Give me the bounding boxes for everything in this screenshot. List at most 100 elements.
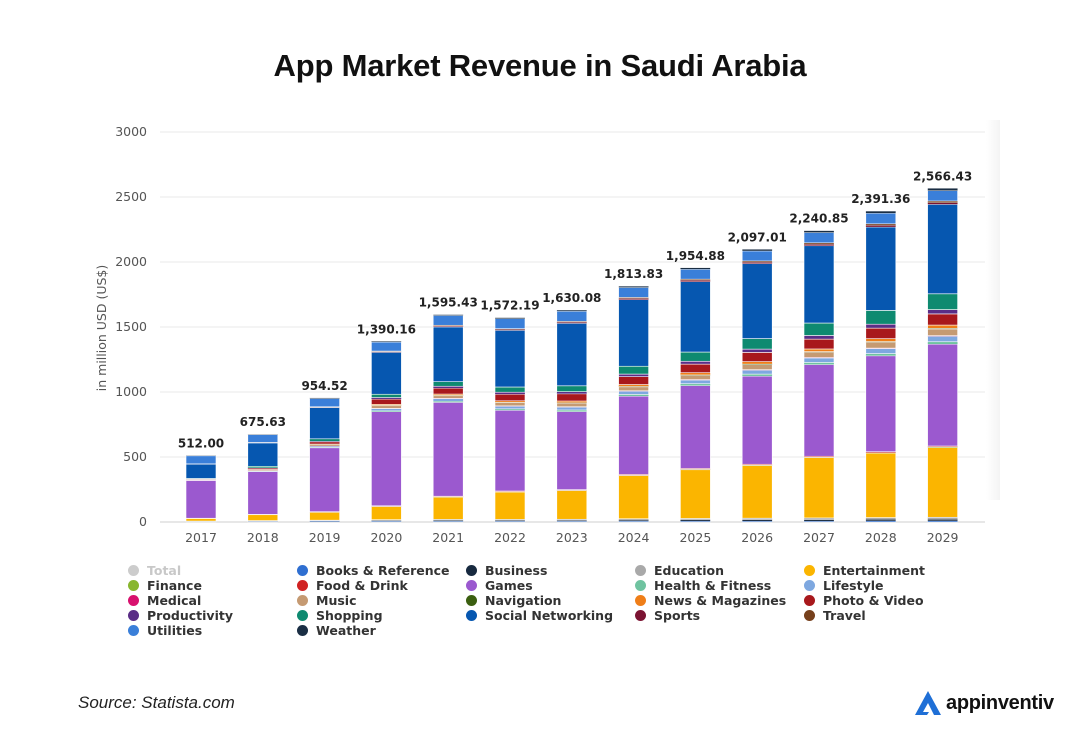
bar-segment-weather[interactable]	[927, 188, 958, 191]
bar-segment-photo-video[interactable]	[803, 338, 835, 350]
bar-segment-games[interactable]	[741, 375, 773, 465]
bar-segment-utilities[interactable]	[494, 318, 526, 329]
bar-segment-weather[interactable]	[556, 309, 587, 312]
bar-segment-games[interactable]	[618, 395, 649, 475]
legend-item[interactable]: Total	[128, 563, 297, 578]
bar-segment-utilities[interactable]	[680, 269, 711, 280]
bar-segment-entertainment[interactable]	[247, 514, 279, 521]
bar-segment-sports[interactable]	[556, 322, 587, 324]
bar-segment-photo-video[interactable]	[680, 363, 711, 374]
bar-segment-utilities[interactable]	[309, 398, 340, 408]
bar-segment-weather[interactable]	[618, 286, 649, 288]
bar-segment-shopping[interactable]	[309, 438, 340, 442]
bar-segment-news-magazines[interactable]	[742, 361, 773, 365]
bar-segment-utilities[interactable]	[741, 250, 773, 262]
bar-segment-entertainment[interactable]	[309, 512, 340, 521]
bar-stack-2017[interactable]	[185, 455, 217, 523]
bar-segment-social-networking[interactable]	[803, 245, 835, 324]
bar-segment-photo-video[interactable]	[371, 398, 402, 405]
bar-segment-games[interactable]	[247, 471, 279, 515]
bar-segment-health-fitness[interactable]	[865, 353, 896, 356]
bar-segment-music[interactable]	[865, 341, 897, 349]
bar-stack-2019[interactable]	[309, 397, 340, 523]
legend-item[interactable]: Medical	[128, 593, 297, 608]
bar-segment-entertainment[interactable]	[680, 469, 711, 519]
legend-item[interactable]: Travel	[804, 608, 973, 623]
bar-stack-2018[interactable]	[247, 434, 279, 523]
bar-segment-productivity[interactable]	[741, 348, 773, 353]
bar-segment-games[interactable]	[803, 364, 835, 457]
bar-segment-utilities[interactable]	[432, 315, 464, 326]
bar-segment-games[interactable]	[432, 402, 464, 497]
bar-segment-shopping[interactable]	[741, 338, 773, 350]
bar-segment-shopping[interactable]	[494, 386, 526, 393]
bar-segment-productivity[interactable]	[494, 392, 526, 395]
legend-item[interactable]: Food & Drink	[297, 578, 466, 593]
bar-segment-music[interactable]	[618, 386, 649, 392]
legend-item[interactable]: Weather	[297, 623, 466, 638]
bar-segment-shopping[interactable]	[371, 393, 402, 398]
bar-segment-music[interactable]	[680, 375, 711, 380]
bar-stack-2025[interactable]	[680, 267, 711, 523]
bar-segment-photo-video[interactable]	[618, 376, 649, 385]
bar-stack-2022[interactable]	[494, 317, 526, 523]
bar-segment-sports[interactable]	[618, 298, 649, 300]
bar-segment-weather[interactable]	[680, 267, 711, 270]
bar-segment-photo-video[interactable]	[247, 468, 278, 470]
bar-segment-lifestyle[interactable]	[433, 398, 464, 402]
bar-segment-books-reference[interactable]	[927, 520, 958, 523]
bar-segment-music[interactable]	[741, 364, 773, 370]
bar-segment-productivity[interactable]	[618, 373, 649, 377]
bar-segment-utilities[interactable]	[618, 287, 649, 298]
bar-segment-weather[interactable]	[309, 397, 340, 399]
bar-segment-sports[interactable]	[680, 280, 711, 282]
bar-segment-productivity[interactable]	[803, 335, 835, 340]
legend-item[interactable]: Finance	[128, 578, 297, 593]
bar-segment-shopping[interactable]	[680, 351, 711, 362]
bar-segment-weather[interactable]	[247, 434, 278, 435]
bar-segment-lifestyle[interactable]	[371, 408, 402, 411]
bar-segment-sports[interactable]	[865, 225, 896, 228]
bar-segment-music[interactable]	[494, 402, 526, 407]
bar-segment-business[interactable]	[618, 519, 649, 522]
bar-segment-entertainment[interactable]	[432, 496, 464, 520]
bar-segment-games[interactable]	[680, 385, 711, 469]
bar-segment-lifestyle[interactable]	[865, 348, 897, 354]
bar-segment-utilities[interactable]	[185, 455, 217, 465]
bar-segment-music[interactable]	[556, 402, 588, 408]
bar-stack-2027[interactable]	[803, 230, 835, 523]
bar-segment-entertainment[interactable]	[371, 506, 402, 520]
bar-segment-weather[interactable]	[433, 314, 464, 316]
bar-segment-books-reference[interactable]	[865, 520, 896, 523]
bar-segment-weather[interactable]	[803, 230, 835, 233]
bar-segment-utilities[interactable]	[556, 310, 588, 322]
bar-segment-business[interactable]	[927, 519, 958, 522]
bar-segment-utilities[interactable]	[803, 232, 835, 244]
bar-segment-productivity[interactable]	[680, 360, 711, 365]
bar-segment-weather[interactable]	[865, 210, 896, 214]
bar-stack-2028[interactable]	[865, 210, 897, 523]
bar-stack-2021[interactable]	[432, 314, 464, 523]
bar-segment-lifestyle[interactable]	[309, 446, 340, 448]
bar-segment-weather[interactable]	[494, 317, 526, 319]
bar-segment-shopping[interactable]	[803, 322, 835, 336]
bar-segment-books-reference[interactable]	[742, 520, 773, 523]
bar-segment-news-magazines[interactable]	[865, 338, 897, 342]
bar-segment-business[interactable]	[742, 519, 773, 522]
bar-segment-health-fitness[interactable]	[433, 400, 464, 403]
bar-segment-music[interactable]	[927, 328, 958, 336]
bar-segment-social-networking[interactable]	[247, 442, 279, 467]
bar-segment-entertainment[interactable]	[803, 457, 835, 519]
bar-segment-entertainment[interactable]	[185, 518, 217, 522]
bar-segment-social-networking[interactable]	[494, 330, 526, 388]
bar-segment-business[interactable]	[680, 519, 711, 522]
bar-segment-health-fitness[interactable]	[803, 362, 835, 365]
bar-segment-productivity[interactable]	[927, 309, 958, 315]
bar-segment-productivity[interactable]	[556, 391, 587, 394]
bar-segment-sports[interactable]	[927, 202, 958, 205]
bar-segment-social-networking[interactable]	[618, 299, 649, 367]
bar-segment-shopping[interactable]	[432, 381, 464, 387]
legend-item[interactable]: Business	[466, 563, 635, 578]
legend-item[interactable]: Entertainment	[804, 563, 973, 578]
bar-segment-shopping[interactable]	[865, 310, 897, 325]
